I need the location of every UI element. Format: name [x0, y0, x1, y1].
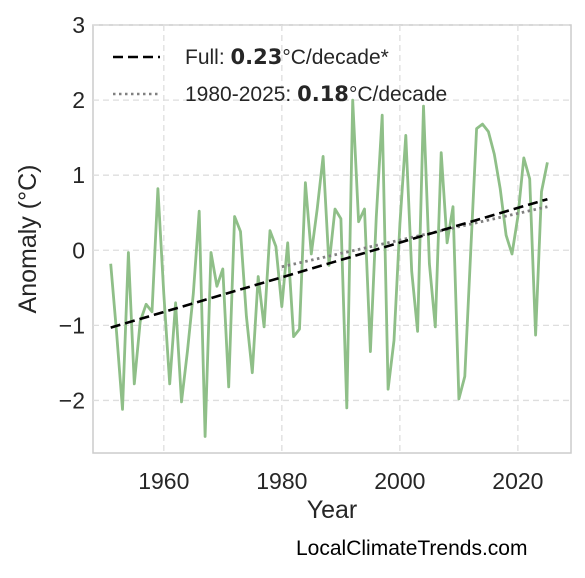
- legend-recent-prefix: 1980-2025:: [185, 83, 297, 106]
- trend-full-line: [110, 197, 548, 329]
- x-tick-label: 1960: [138, 468, 189, 494]
- x-tick-label: 2000: [374, 468, 425, 494]
- legend-full-label: Full: 0.23°C/decade*: [185, 45, 389, 69]
- y-tick-label: 2: [72, 87, 85, 113]
- y-tick-label: −1: [59, 312, 85, 338]
- x-axis: 1960 1980 2000 2020: [138, 468, 543, 494]
- x-axis-label: Year: [307, 496, 358, 524]
- x-tick-label: 1980: [256, 468, 307, 494]
- legend-recent-value: 0.18: [297, 82, 349, 106]
- y-axis-label: Anomaly (°C): [14, 165, 42, 314]
- series-layer: [109, 98, 549, 438]
- x-tick-label: 2020: [492, 468, 543, 494]
- y-tick-label: 0: [72, 237, 85, 263]
- legend: Full: 0.23°C/decade* 1980-2025: 0.18°C/d…: [113, 45, 447, 106]
- anomaly-series-line: [109, 98, 549, 438]
- legend-recent-suffix: °C/decade: [349, 83, 447, 106]
- credit-text: LocalClimateTrends.com: [296, 537, 528, 560]
- y-tick-label: 3: [72, 12, 85, 38]
- y-tick-label: −2: [59, 387, 85, 413]
- legend-recent-label: 1980-2025: 0.18°C/decade: [185, 82, 447, 106]
- legend-full-value: 0.23: [231, 45, 283, 69]
- legend-full-prefix: Full:: [185, 46, 231, 69]
- legend-full-suffix: °C/decade*: [282, 46, 388, 69]
- y-axis: −2 −1 0 1 2 3: [59, 12, 85, 413]
- y-tick-label: 1: [72, 162, 85, 188]
